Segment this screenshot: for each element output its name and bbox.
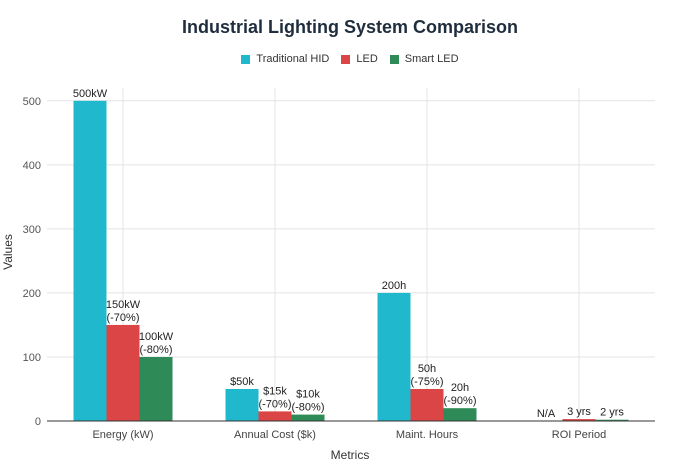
data-label: 200h [382,280,406,292]
y-tick-label: 300 [23,224,41,236]
legend: Traditional HID LED Smart LED [0,53,700,65]
data-label: 100kW (-80%) [139,331,174,356]
y-tick-label: 200 [23,288,41,300]
x-tick-label: ROI Period [552,429,606,441]
bar[interactable] [443,408,477,421]
data-label: 150kW (-70%) [106,299,141,324]
bar[interactable] [139,356,173,421]
legend-label: Smart LED [404,53,459,65]
x-tick-label: Annual Cost ($k) [234,429,316,441]
y-tick-label: 0 [35,416,41,428]
bar[interactable] [377,292,411,421]
x-tick-label: Maint. Hours [396,429,459,441]
bar[interactable] [595,419,629,421]
bar[interactable] [106,324,140,421]
legend-swatch-smart-led [389,54,399,64]
axes: 0 100 200 300 400 500 Energy (kW) Annual Cost (… [23,96,655,441]
data-label: $10k (-80%) [291,389,324,414]
legend-swatch-traditional-hid [241,54,251,64]
bar[interactable] [258,411,292,421]
data-label: $50k [230,376,254,388]
data-label: N/A [537,408,556,420]
data-label: $15k (-70%) [258,385,291,410]
chart-title: Industrial Lighting System Comparison [181,17,519,37]
legend-swatch-led [341,54,351,64]
data-label: 2 yrs [600,407,624,419]
x-axis-label: Metrics [331,448,370,462]
legend-item-smart-led[interactable]: Smart LED [389,53,459,65]
legend-label: Traditional HID [256,53,330,65]
data-label: 3 yrs [567,406,591,418]
bar[interactable] [562,419,596,421]
data-labels: 500kW 150kW (-70%) 100kW (-80%) $50k $15k (-70%… [73,88,625,420]
y-tick-label: 500 [23,96,41,108]
bar[interactable] [225,388,259,421]
legend-label: LED [356,53,378,65]
legend-item-led[interactable]: LED [341,53,378,65]
x-tick-label: Energy (kW) [92,429,153,441]
data-label: 50h (-75%) [410,363,443,388]
data-label: 20h (-90%) [443,382,476,407]
y-tick-label: 400 [23,160,41,172]
y-tick-label: 100 [23,352,41,364]
data-label: 500kW [73,88,108,100]
bar[interactable] [410,388,444,421]
gridlines [47,88,655,422]
legend-item-traditional-hid[interactable]: Traditional HID [241,53,329,65]
bars [73,100,629,422]
bar[interactable] [73,100,107,422]
y-axis-label: Values [1,234,15,270]
bar[interactable] [291,414,325,421]
